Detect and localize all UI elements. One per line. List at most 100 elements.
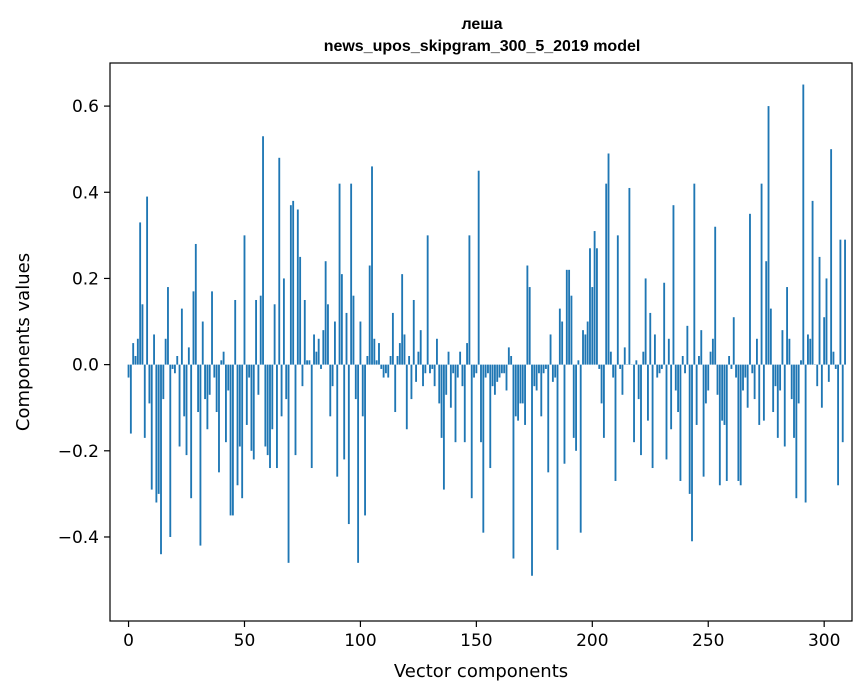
bar-component-7 — [143, 364, 146, 438]
bar-component-115 — [394, 364, 397, 413]
bar-component-147 — [468, 235, 471, 365]
bar-component-234 — [670, 364, 673, 430]
bar-component-194 — [577, 360, 580, 365]
bar-component-122 — [410, 364, 413, 400]
bar-component-128 — [424, 364, 427, 374]
bar-component-44 — [229, 364, 232, 516]
bar-component-237 — [677, 364, 680, 413]
bar-component-131 — [431, 364, 434, 369]
bar-component-225 — [649, 312, 652, 365]
bar-component-287 — [793, 364, 795, 438]
bar-component-292 — [804, 364, 807, 503]
bar-component-298 — [818, 256, 821, 365]
bar-component-171 — [524, 364, 526, 425]
bar-component-295 — [811, 200, 814, 365]
bar-component-297 — [816, 364, 819, 387]
bar-component-3 — [134, 356, 137, 365]
bar-component-178 — [540, 364, 543, 417]
bar-component-101 — [361, 364, 364, 417]
bar-component-49 — [241, 364, 244, 499]
bar-component-34 — [206, 364, 209, 430]
bar-component-69 — [287, 364, 290, 563]
bar-component-261 — [732, 317, 735, 365]
bar-component-190 — [568, 269, 571, 365]
bar-component-15 — [162, 364, 165, 400]
bar-component-23 — [180, 308, 183, 365]
bar-component-209 — [612, 364, 615, 378]
bar-component-0 — [127, 364, 130, 378]
bar-component-148 — [470, 364, 473, 499]
bar-component-67 — [282, 278, 285, 365]
bar-component-198 — [586, 321, 589, 365]
bar-component-100 — [359, 321, 362, 365]
bar-component-271 — [756, 338, 758, 365]
bar-component-197 — [584, 334, 587, 365]
bar-component-255 — [718, 364, 721, 486]
bar-component-123 — [412, 299, 415, 365]
bar-component-155 — [487, 364, 489, 374]
bar-component-146 — [466, 343, 469, 365]
bar-component-156 — [489, 364, 492, 469]
bar-component-86 — [327, 304, 329, 365]
bar-component-92 — [340, 274, 343, 365]
bar-component-176 — [535, 364, 538, 391]
bar-component-2 — [132, 343, 135, 365]
bar-component-163 — [505, 364, 508, 391]
bar-component-229 — [658, 364, 661, 374]
bar-component-118 — [401, 274, 404, 365]
bar-component-45 — [231, 364, 234, 516]
plot-frame — [109, 62, 853, 622]
bar-component-189 — [565, 269, 568, 365]
bar-component-160 — [498, 364, 501, 378]
bar-component-37 — [213, 364, 216, 378]
bar-component-75 — [301, 364, 304, 387]
bar-component-85 — [324, 261, 327, 365]
bar-component-241 — [686, 325, 689, 365]
bar-component-58 — [262, 136, 264, 365]
bar-component-282 — [781, 330, 784, 365]
bar-component-54 — [252, 364, 255, 460]
bar-component-66 — [280, 364, 283, 417]
bar-component-227 — [653, 334, 656, 365]
bar-component-183 — [551, 364, 554, 382]
bar-component-42 — [225, 364, 227, 443]
bar-component-264 — [739, 364, 742, 486]
bar-component-64 — [276, 364, 278, 469]
bar-component-73 — [296, 209, 299, 365]
bar-component-286 — [790, 364, 793, 400]
bar-component-213 — [621, 364, 624, 395]
bar-component-270 — [753, 364, 756, 400]
bar-component-214 — [623, 347, 626, 365]
bar-component-145 — [463, 364, 466, 443]
bar-component-170 — [521, 364, 524, 404]
bar-component-60 — [266, 364, 269, 456]
bar-component-224 — [647, 364, 649, 421]
bar-component-56 — [257, 364, 260, 395]
bar-component-250 — [707, 364, 710, 391]
bar-component-46 — [234, 299, 237, 365]
bar-component-65 — [278, 157, 281, 365]
bar-component-120 — [405, 364, 408, 430]
bar-component-102 — [364, 364, 366, 516]
bar-component-40 — [220, 360, 223, 365]
bar-component-303 — [830, 149, 833, 365]
bar-component-177 — [538, 364, 540, 374]
bar-component-27 — [190, 364, 193, 499]
bar-component-258 — [725, 364, 728, 481]
bar-component-103 — [366, 356, 369, 365]
bar-component-236 — [674, 364, 677, 391]
bar-component-87 — [329, 364, 332, 417]
bar-component-79 — [310, 364, 313, 469]
bar-component-274 — [762, 364, 765, 421]
bar-component-35 — [208, 364, 211, 395]
y-axis-label: Components values — [13, 253, 34, 431]
bar-component-4 — [136, 338, 139, 365]
bar-component-132 — [433, 364, 436, 387]
bar-component-50 — [243, 235, 246, 365]
bar-component-70 — [289, 205, 292, 365]
y-axis-ticks: −0.4 −0.2 0.0 0.2 0.4 0.6 — [58, 97, 110, 548]
bar-component-216 — [628, 187, 631, 365]
bar-component-140 — [452, 364, 455, 374]
bar-component-231 — [663, 282, 666, 365]
bar-component-63 — [273, 304, 276, 365]
